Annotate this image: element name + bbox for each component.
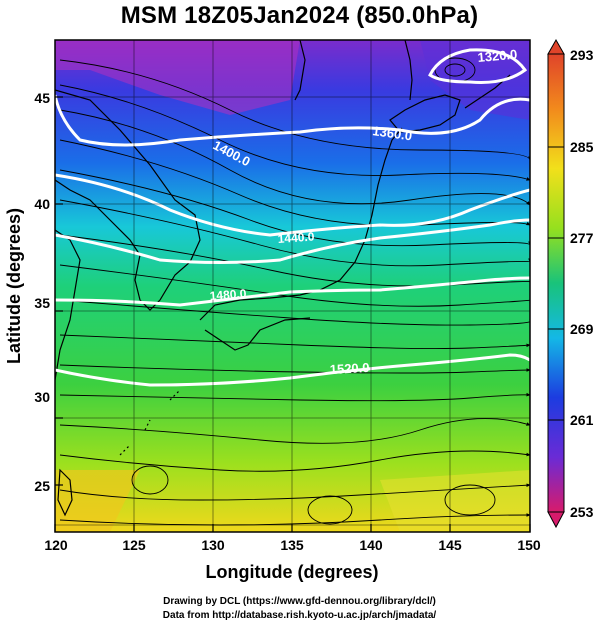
colorbar-label: 277 bbox=[570, 230, 594, 246]
credit-data: Data from http://database.rish.kyoto-u.a… bbox=[162, 610, 437, 621]
contour-label-1480: 1480.0 bbox=[209, 286, 247, 303]
y-tick-marks bbox=[55, 96, 63, 486]
x-tick-labels: 120 125 130 135 140 145 150 bbox=[44, 537, 541, 553]
x-tick-label: 130 bbox=[201, 537, 225, 553]
credit-drawing: Drawing by DCL (https://www.gfd-dennou.o… bbox=[163, 596, 436, 607]
colorbar: 293 285 277 269 261 253 bbox=[547, 38, 594, 529]
streamlines bbox=[59, 57, 530, 526]
contour-label-1520: 1520.0 bbox=[329, 360, 369, 377]
colorbar-label: 269 bbox=[570, 321, 594, 337]
x-tick-label: 120 bbox=[44, 537, 68, 553]
cold-region-east bbox=[420, 40, 530, 120]
contour-label-1320: 1320.0 bbox=[477, 47, 518, 65]
colorbar-ticks bbox=[548, 146, 564, 421]
colorbar-label: 285 bbox=[570, 139, 594, 155]
warm-region-sw bbox=[55, 470, 140, 532]
page-title: MSM 18Z05Jan2024 (850.0hPa) bbox=[120, 2, 479, 29]
height-contours bbox=[55, 48, 530, 387]
colorbar-label: 253 bbox=[570, 504, 594, 520]
colorbar-label: 293 bbox=[570, 47, 594, 63]
colorbar-bottom-arrow bbox=[547, 511, 565, 529]
warm-region-se bbox=[380, 470, 530, 532]
y-tick-label: 30 bbox=[34, 389, 50, 405]
y-axis-label: Latitude (degrees) bbox=[4, 208, 24, 364]
x-tick-label: 150 bbox=[517, 537, 541, 553]
colorbar-top-arrow bbox=[547, 38, 565, 55]
x-tick-marks bbox=[54, 524, 531, 532]
y-tick-label: 35 bbox=[34, 295, 50, 311]
x-tick-label: 145 bbox=[438, 537, 462, 553]
plot-area bbox=[55, 40, 530, 532]
contour-label-1440: 1440.0 bbox=[277, 229, 315, 246]
colorbar-gradient bbox=[547, 53, 565, 513]
temperature-field bbox=[55, 40, 530, 532]
y-tick-label: 40 bbox=[34, 196, 50, 212]
x-tick-label: 125 bbox=[122, 537, 146, 553]
x-tick-label: 140 bbox=[359, 537, 383, 553]
x-axis-label: Longitude (degrees) bbox=[205, 562, 378, 582]
x-tick-label: 135 bbox=[280, 537, 304, 553]
y-tick-label: 25 bbox=[34, 478, 50, 494]
contour-label-1360: 1360.0 bbox=[372, 123, 413, 143]
cold-region bbox=[55, 40, 300, 115]
y-tick-labels: 25 30 35 40 45 bbox=[34, 90, 50, 494]
colorbar-label: 261 bbox=[570, 412, 594, 428]
colorbar-labels: 293 285 277 269 261 253 bbox=[570, 47, 594, 520]
y-tick-label: 45 bbox=[34, 90, 50, 106]
